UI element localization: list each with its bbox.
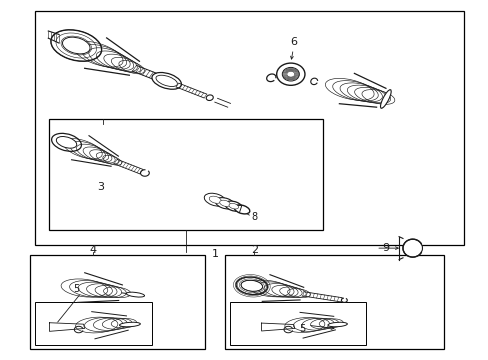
Ellipse shape <box>51 30 102 61</box>
Ellipse shape <box>215 198 234 209</box>
Text: 2: 2 <box>250 245 257 255</box>
Ellipse shape <box>62 37 90 54</box>
Polygon shape <box>261 323 294 331</box>
Ellipse shape <box>327 322 346 327</box>
Polygon shape <box>49 323 84 331</box>
Bar <box>49 119 322 230</box>
Text: 3: 3 <box>97 182 104 192</box>
Text: 5: 5 <box>73 284 79 294</box>
Ellipse shape <box>206 95 213 100</box>
Ellipse shape <box>56 136 77 148</box>
Bar <box>35 302 152 345</box>
Bar <box>30 255 205 348</box>
Ellipse shape <box>204 193 226 206</box>
Ellipse shape <box>152 72 181 89</box>
Text: 1: 1 <box>211 248 218 258</box>
Ellipse shape <box>209 196 221 203</box>
Ellipse shape <box>156 75 177 86</box>
Ellipse shape <box>52 133 81 151</box>
Ellipse shape <box>219 200 230 206</box>
Text: 4: 4 <box>90 245 97 255</box>
Text: 8: 8 <box>251 212 257 221</box>
Bar <box>224 255 444 348</box>
Text: 7: 7 <box>235 206 242 216</box>
Ellipse shape <box>276 63 305 85</box>
Ellipse shape <box>241 280 262 291</box>
Text: 6: 6 <box>289 37 296 47</box>
Ellipse shape <box>126 292 144 297</box>
Bar <box>229 302 366 345</box>
Ellipse shape <box>236 277 267 294</box>
Ellipse shape <box>119 322 140 327</box>
Ellipse shape <box>224 201 242 211</box>
Ellipse shape <box>402 239 422 257</box>
Text: 9: 9 <box>382 243 388 253</box>
Bar <box>35 12 463 244</box>
Text: 5: 5 <box>299 324 305 334</box>
Ellipse shape <box>380 90 390 108</box>
Ellipse shape <box>228 203 238 209</box>
Ellipse shape <box>282 67 299 81</box>
Ellipse shape <box>234 205 249 214</box>
